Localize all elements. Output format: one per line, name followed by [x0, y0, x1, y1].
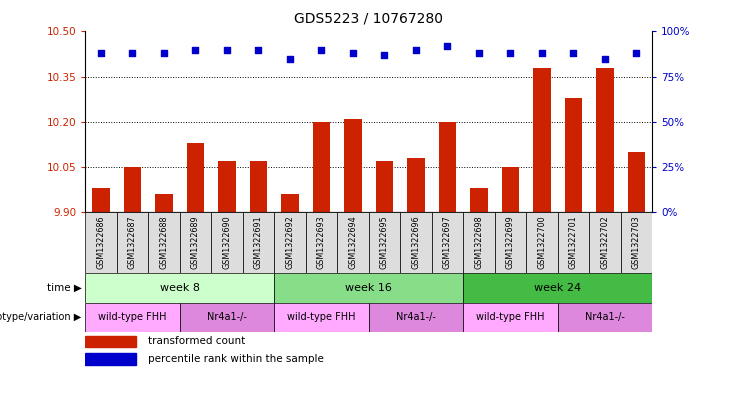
Point [599, 55, 611, 62]
Text: GSM1322701: GSM1322701 [569, 215, 578, 269]
Bar [156, 194, 173, 212]
Text: GSM1322702: GSM1322702 [600, 215, 609, 269]
Point [158, 50, 170, 56]
Point [568, 50, 579, 56]
Bar [439, 122, 456, 212]
Point [410, 46, 422, 53]
Bar [306, 212, 337, 273]
Bar [597, 68, 614, 212]
Text: GSM1322700: GSM1322700 [537, 215, 546, 269]
Bar [85, 353, 136, 365]
Bar [471, 188, 488, 212]
Text: GSM1322696: GSM1322696 [411, 215, 420, 269]
Text: week 16: week 16 [345, 283, 392, 293]
Bar [400, 212, 431, 273]
Text: wild-type FHH: wild-type FHH [476, 312, 545, 322]
Bar [274, 273, 463, 303]
Bar [124, 167, 141, 212]
Bar [85, 336, 136, 347]
Point [253, 46, 265, 53]
Text: GSM1322690: GSM1322690 [222, 215, 231, 269]
Point [284, 55, 296, 62]
Bar [85, 212, 117, 273]
Bar [179, 303, 274, 332]
Point [442, 43, 453, 49]
Text: transformed count: transformed count [147, 336, 245, 346]
Text: GSM1322697: GSM1322697 [443, 215, 452, 269]
Point [190, 46, 202, 53]
Text: GSM1322686: GSM1322686 [96, 215, 105, 269]
Bar [85, 273, 274, 303]
Text: percentile rank within the sample: percentile rank within the sample [147, 354, 323, 364]
Bar [274, 303, 369, 332]
Bar [621, 212, 652, 273]
Bar [463, 303, 557, 332]
Point [379, 52, 391, 58]
Text: GSM1322687: GSM1322687 [128, 215, 137, 269]
Point [631, 50, 642, 56]
Text: GSM1322698: GSM1322698 [474, 215, 483, 269]
Text: GSM1322693: GSM1322693 [317, 215, 326, 269]
Bar [211, 212, 243, 273]
Text: GSM1322703: GSM1322703 [632, 215, 641, 269]
Text: GSM1322688: GSM1322688 [159, 215, 168, 269]
Point [316, 46, 328, 53]
Bar [117, 212, 148, 273]
Bar [502, 167, 519, 212]
Text: GSM1322694: GSM1322694 [348, 215, 357, 269]
Bar [179, 212, 211, 273]
Text: GSM1322689: GSM1322689 [191, 215, 200, 269]
Bar [250, 161, 267, 212]
Point [505, 50, 516, 56]
Bar [282, 194, 299, 212]
Bar [93, 188, 110, 212]
Text: wild-type FHH: wild-type FHH [288, 312, 356, 322]
Point [127, 50, 139, 56]
Bar [526, 212, 557, 273]
Text: time ▶: time ▶ [47, 283, 82, 293]
Text: week 24: week 24 [534, 283, 581, 293]
Text: Nr4a1-/-: Nr4a1-/- [207, 312, 247, 322]
Text: GSM1322695: GSM1322695 [380, 215, 389, 269]
Text: GSM1322692: GSM1322692 [285, 215, 294, 269]
Text: Nr4a1-/-: Nr4a1-/- [585, 312, 625, 322]
Text: GSM1322691: GSM1322691 [254, 215, 263, 269]
Text: GSM1322699: GSM1322699 [506, 215, 515, 269]
Bar [431, 212, 463, 273]
Bar [565, 98, 582, 212]
Bar [85, 303, 179, 332]
Bar [495, 212, 526, 273]
Point [221, 46, 233, 53]
Text: GDS5223 / 10767280: GDS5223 / 10767280 [294, 12, 443, 26]
Text: week 8: week 8 [160, 283, 199, 293]
Bar [345, 119, 362, 212]
Bar [219, 161, 236, 212]
Bar [243, 212, 274, 273]
Bar [313, 122, 330, 212]
Bar [368, 303, 463, 332]
Bar [463, 212, 495, 273]
Bar [148, 212, 179, 273]
Bar [376, 161, 393, 212]
Point [473, 50, 485, 56]
Bar [534, 68, 551, 212]
Bar [408, 158, 425, 212]
Text: wild-type FHH: wild-type FHH [99, 312, 167, 322]
Bar [463, 273, 652, 303]
Bar [368, 212, 400, 273]
Bar [557, 303, 652, 332]
Point [536, 50, 548, 56]
Bar [628, 152, 645, 212]
Bar [589, 212, 620, 273]
Bar [274, 212, 306, 273]
Bar [187, 143, 204, 212]
Bar [557, 212, 589, 273]
Bar [337, 212, 368, 273]
Point [95, 50, 107, 56]
Text: genotype/variation ▶: genotype/variation ▶ [0, 312, 82, 322]
Text: Nr4a1-/-: Nr4a1-/- [396, 312, 436, 322]
Point [347, 50, 359, 56]
